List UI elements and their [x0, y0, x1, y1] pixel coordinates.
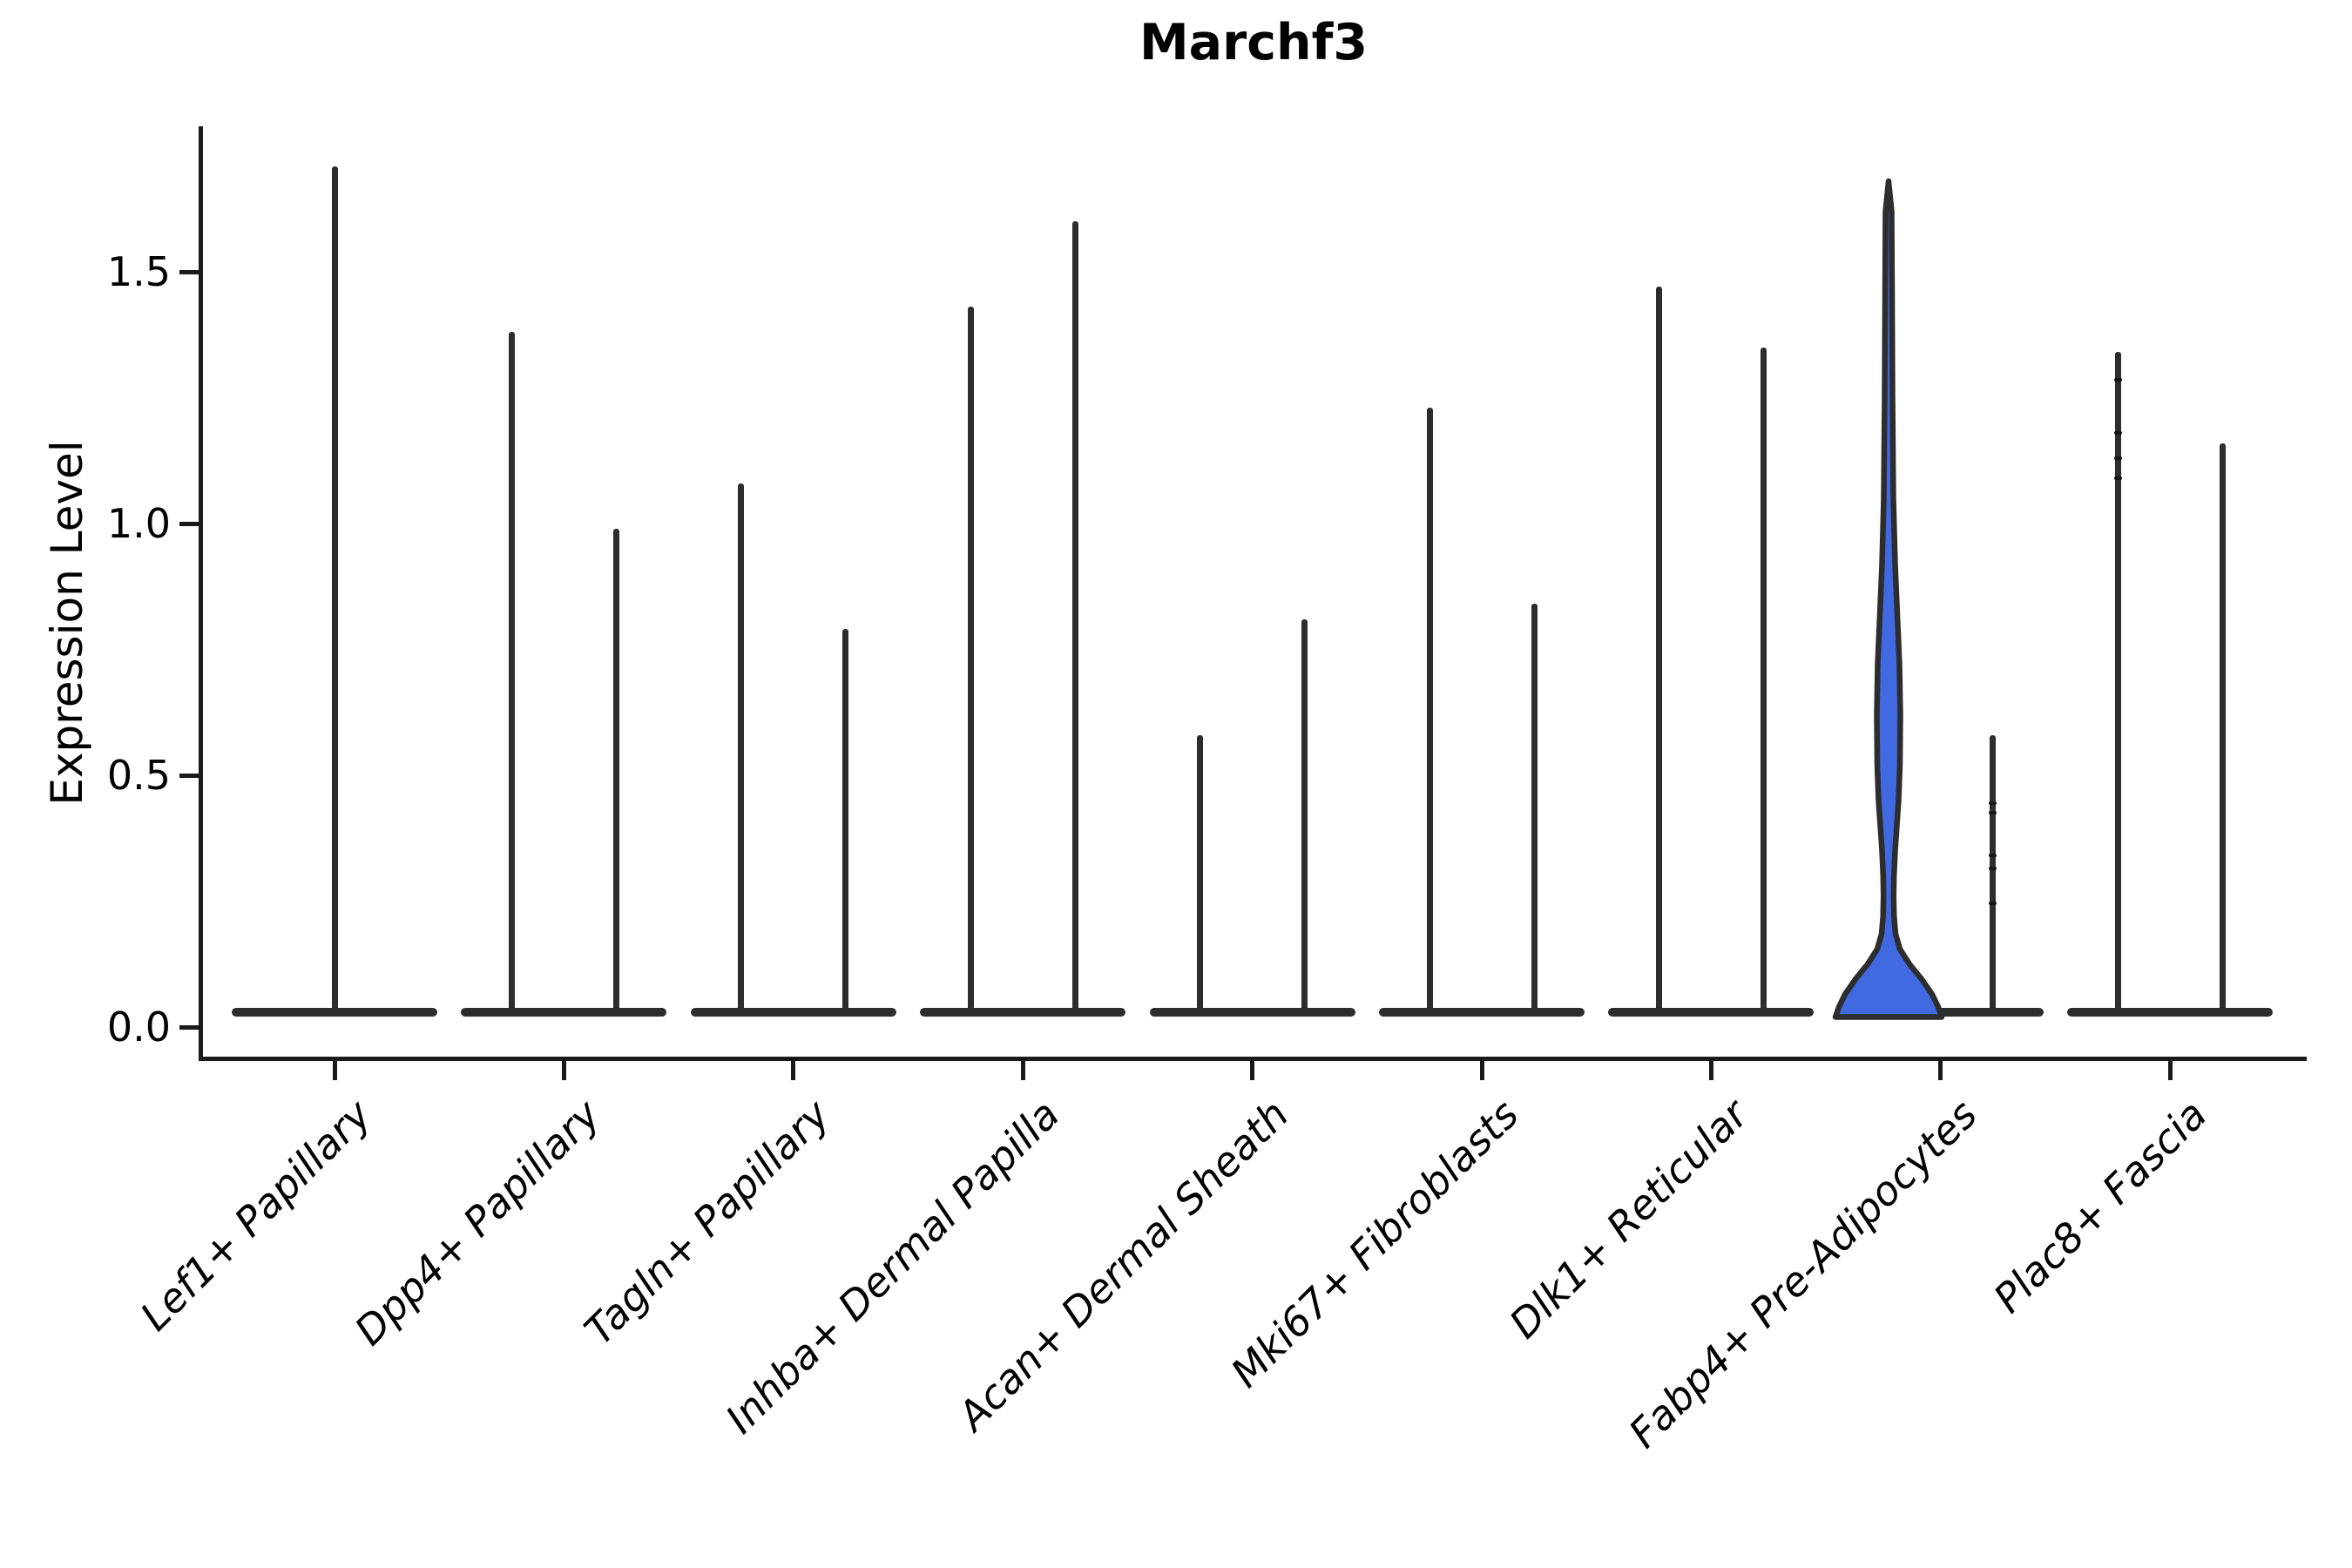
x-category-label-text: Dpp4+ Papillary	[345, 1091, 610, 1355]
violin-spike	[2114, 352, 2121, 1011]
expression-point-dot	[1989, 811, 1997, 815]
chart-title: Marchf3	[1139, 14, 1369, 71]
violin-spike	[842, 629, 849, 1011]
y-tick-mark	[179, 269, 199, 274]
expression-point-dot	[2113, 476, 2122, 480]
y-axis-spine	[199, 126, 203, 1061]
violin-spike	[1426, 408, 1433, 1011]
x-tick-mark	[1708, 1061, 1713, 1080]
y-tick-label: 0.5	[106, 752, 171, 799]
x-tick-mark	[1938, 1061, 1943, 1080]
x-category-label-text: Tagln+ Papillary	[575, 1091, 839, 1355]
y-tick-label: 0.0	[106, 1004, 171, 1051]
x-tick-mark	[2167, 1061, 2173, 1080]
highlighted-violin-shape	[1832, 178, 1945, 1020]
x-axis-spine	[199, 1057, 2307, 1061]
highlighted-violin-fabp4-pre-adipocytes	[1832, 178, 1945, 1020]
y-axis-label: Expression Level	[42, 440, 92, 806]
expression-point-dot	[2113, 430, 2122, 435]
y-tick-mark	[179, 521, 199, 526]
expression-point-dot	[1989, 801, 1997, 805]
violin-base	[690, 1008, 896, 1017]
violin-base	[232, 1008, 437, 1017]
violin-spike	[1990, 734, 1997, 1011]
expression-point-dot	[2113, 456, 2122, 460]
x-tick-mark	[332, 1061, 337, 1080]
x-tick-mark	[1250, 1061, 1255, 1080]
violin-base	[1608, 1008, 1815, 1017]
violin-base	[920, 1008, 1126, 1017]
x-tick-mark	[1020, 1061, 1025, 1080]
violin-spike	[1301, 618, 1308, 1011]
violin-spike	[2219, 443, 2226, 1011]
x-tick-mark	[561, 1061, 566, 1080]
y-tick-label: 1.5	[106, 248, 171, 295]
violin-spike	[1760, 347, 1767, 1011]
violin-spike	[1071, 221, 1078, 1011]
expression-point-dot	[2113, 378, 2122, 382]
violin-base	[1149, 1008, 1355, 1017]
x-category-label-text: Lef1+ Papillary	[131, 1091, 381, 1340]
expression-point-dot	[1989, 866, 1997, 870]
expression-point-dot	[1989, 854, 1997, 858]
expression-point-dot	[1989, 902, 1997, 906]
violin-spike	[1655, 287, 1662, 1011]
violin-spike	[508, 332, 515, 1011]
violin-spike	[1197, 734, 1204, 1011]
violin-base	[461, 1008, 667, 1017]
x-category-label-text: Plac8+ Fascia	[1984, 1091, 2216, 1322]
y-tick-mark	[179, 773, 199, 778]
x-tick-mark	[791, 1061, 796, 1080]
violin-spike	[738, 483, 745, 1011]
violin-spike	[967, 307, 974, 1011]
x-tick-mark	[1479, 1061, 1484, 1080]
violin-spike	[612, 528, 619, 1011]
violin-base	[1379, 1008, 1585, 1017]
violin-spike	[331, 166, 338, 1011]
y-tick-label: 1.0	[106, 500, 171, 547]
violin-spike	[1531, 604, 1538, 1011]
x-category-label-text: Dlk1+ Reticular	[1499, 1091, 1757, 1348]
y-tick-mark	[179, 1024, 199, 1030]
violin-base	[2067, 1008, 2274, 1017]
